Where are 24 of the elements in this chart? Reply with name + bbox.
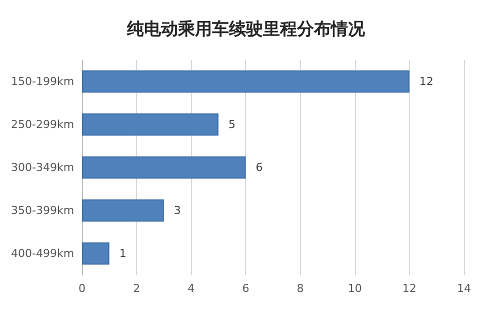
y-tick-label: 300-349km xyxy=(11,161,74,174)
chart-title: 纯电动乘用车续驶里程分布情况 xyxy=(126,20,366,40)
y-tick-label: 250-299km xyxy=(11,118,74,131)
x-tick-label: 8 xyxy=(296,282,304,295)
data-label: 5 xyxy=(228,118,236,131)
x-tick-label: 14 xyxy=(457,282,471,295)
bar xyxy=(82,199,164,222)
x-tick-label: 6 xyxy=(242,282,250,295)
bar xyxy=(82,156,246,179)
data-label: 1 xyxy=(119,247,126,260)
data-label: 6 xyxy=(256,161,263,174)
x-tick-label: 0 xyxy=(78,282,86,295)
bar xyxy=(82,70,410,93)
y-tick-label: 150-199km xyxy=(11,75,74,88)
bar xyxy=(82,113,218,136)
x-tick-label: 2 xyxy=(133,282,140,295)
bar xyxy=(82,242,110,265)
y-tick-label: 400-499km xyxy=(11,247,74,260)
data-label: 12 xyxy=(419,75,434,88)
x-tick-label: 12 xyxy=(402,282,416,295)
x-tick-label: 10 xyxy=(348,282,362,295)
data-label: 3 xyxy=(174,204,181,217)
y-tick-label: 350-399km xyxy=(11,204,74,217)
x-tick-label: 4 xyxy=(188,282,195,295)
